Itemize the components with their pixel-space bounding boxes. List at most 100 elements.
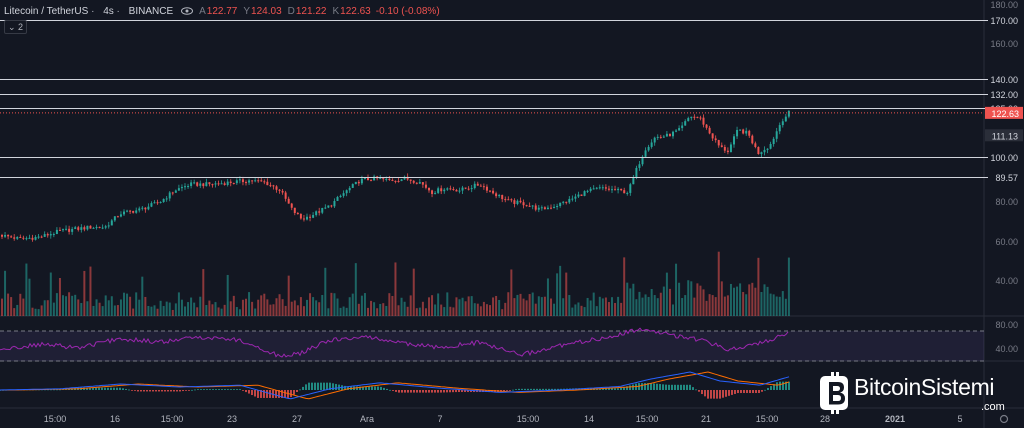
candle-body <box>245 182 247 184</box>
volume-bar <box>586 297 589 316</box>
macd-histogram-bar <box>716 390 718 399</box>
candle-body <box>611 189 613 191</box>
x-tick-label: 5 <box>957 414 962 424</box>
candle-body <box>424 184 427 188</box>
volume-bar <box>19 293 22 316</box>
candle-body <box>446 188 449 190</box>
macd-histogram-bar <box>662 384 664 390</box>
candle-body <box>223 183 226 185</box>
macd-histogram-bar <box>671 384 673 390</box>
volume-bar <box>147 305 150 316</box>
candle-body <box>68 228 71 232</box>
candle-body <box>150 203 153 207</box>
y-tick-label: 60.00 <box>995 237 1018 247</box>
candle-body <box>525 205 528 207</box>
indicator-collapse-button[interactable]: ⌄ 2 <box>4 20 28 34</box>
symbol-label[interactable]: Litecoin / TetherUS <box>4 5 89 17</box>
macd-histogram-bar <box>182 390 184 392</box>
macd-histogram-bar <box>428 390 430 393</box>
volume-bar <box>214 302 217 316</box>
volume-bar <box>729 283 732 316</box>
volume-bar <box>574 304 577 316</box>
volume-bar <box>43 300 46 316</box>
exchange-label: BINANCE <box>128 5 174 17</box>
macd-histogram-bar <box>674 384 676 390</box>
candle-body <box>534 205 537 210</box>
volume-bar <box>650 289 653 316</box>
macd-histogram-bar <box>383 387 385 390</box>
macd-histogram-bar <box>509 390 511 391</box>
macd-histogram-bar <box>131 390 133 391</box>
volume-bar <box>766 286 769 316</box>
candle-body <box>601 187 604 189</box>
candle-body <box>784 116 787 122</box>
macd-histogram-bar <box>284 390 286 398</box>
candle-body <box>760 152 763 155</box>
candle-body <box>592 188 595 190</box>
candle-body <box>482 186 485 188</box>
candle-body <box>513 200 516 204</box>
x-tick-label: 15:00 <box>756 414 779 424</box>
macd-histogram-bar <box>344 385 346 390</box>
marker-price-tag <box>985 129 1023 142</box>
volume-bar <box>452 307 455 316</box>
macd-histogram-bar <box>626 386 628 390</box>
candle-body <box>650 142 653 147</box>
macd-histogram-bar <box>524 388 526 390</box>
volume-bar <box>711 295 714 316</box>
volume-bar <box>333 293 336 316</box>
macd-histogram-bar <box>629 385 631 390</box>
volume-bar <box>723 296 726 316</box>
volume-bar <box>28 278 31 316</box>
macd-histogram-bar <box>728 390 730 396</box>
macd-histogram-bar <box>788 381 790 390</box>
macd-histogram-bar <box>512 389 514 391</box>
candle-body <box>632 177 635 185</box>
candle-body <box>546 207 549 210</box>
volume-bar <box>287 275 290 316</box>
candle-body <box>595 187 598 189</box>
candle-body <box>607 188 610 190</box>
candle-body <box>330 205 333 207</box>
macd-histogram-bar <box>644 383 646 390</box>
macd-histogram-bar <box>95 387 97 390</box>
volume-bar <box>672 304 674 316</box>
candle-body <box>281 190 284 193</box>
candle-body <box>559 202 562 207</box>
candle-body <box>769 143 772 149</box>
volume-bar <box>745 294 748 316</box>
macd-histogram-bar <box>602 388 604 390</box>
volume-bar <box>351 293 354 316</box>
candle-body <box>696 116 699 118</box>
volume-bar <box>104 295 107 316</box>
settings-icon[interactable] <box>999 414 1009 424</box>
candle-body <box>577 194 580 197</box>
volume-bar <box>373 302 376 316</box>
macd-histogram-bar <box>110 387 112 390</box>
macd-histogram-bar <box>188 390 190 391</box>
macd-histogram-bar <box>707 390 709 399</box>
volume-bar <box>153 305 156 316</box>
macd-histogram-bar <box>647 383 649 390</box>
candle-body <box>107 225 110 227</box>
macd-histogram-bar <box>680 384 682 390</box>
candle-body <box>675 130 678 132</box>
macd-histogram-bar <box>413 390 415 393</box>
volume-bar <box>165 301 168 316</box>
eye-icon[interactable] <box>181 7 194 15</box>
macd-histogram-bar <box>371 386 373 390</box>
candle-body <box>342 193 345 196</box>
timeframe-label[interactable]: 4s <box>103 5 114 17</box>
x-tick-label: 21 <box>701 414 711 424</box>
candle-body <box>357 181 360 184</box>
volume-bar <box>257 299 260 316</box>
volume-bar <box>34 308 37 316</box>
volume-bar <box>339 307 342 316</box>
macd-histogram-bar <box>233 389 235 390</box>
macd-histogram-bar <box>731 390 733 395</box>
candle-body <box>644 150 647 157</box>
candle-body <box>699 117 702 119</box>
candle-body <box>745 130 748 134</box>
candle-body <box>28 237 31 239</box>
